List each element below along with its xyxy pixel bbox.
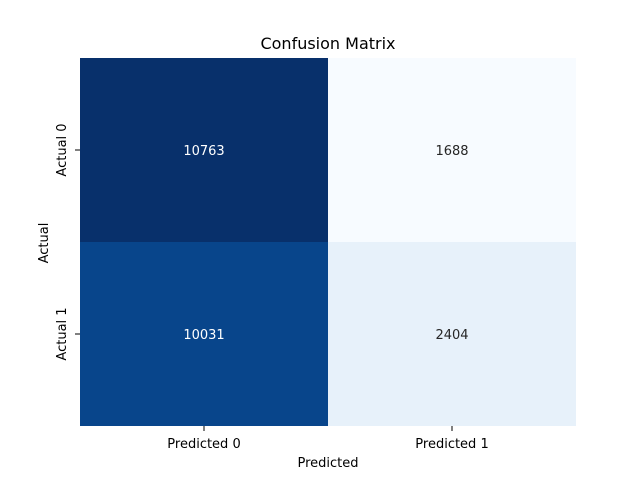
cell-value-label: 10763: [183, 144, 224, 159]
heatmap-cell: [328, 242, 576, 426]
x-tick-label: Predicted 1: [415, 437, 488, 452]
y-tick-label: Actual 0: [55, 123, 70, 176]
x-axis-ticks: Predicted 0 Predicted 1: [167, 426, 489, 452]
x-axis-label: Predicted: [297, 456, 358, 471]
heatmap-cells: [80, 58, 576, 426]
y-tick-label: Actual 1: [55, 307, 70, 360]
y-axis-label: Actual: [37, 223, 52, 264]
y-axis-ticks: Actual 0 Actual 1: [55, 123, 80, 361]
heatmap-cell: [328, 58, 576, 242]
heatmap-cell-labels: 10763 1688 10031 2404: [183, 144, 468, 343]
cell-value-label: 10031: [183, 328, 224, 343]
cell-value-label: 2404: [435, 328, 468, 343]
x-tick-label: Predicted 0: [167, 437, 240, 452]
cell-value-label: 1688: [435, 144, 468, 159]
heatmap-cell: [80, 58, 328, 242]
heatmap-cell: [80, 242, 328, 426]
chart-title: Confusion Matrix: [260, 34, 395, 53]
